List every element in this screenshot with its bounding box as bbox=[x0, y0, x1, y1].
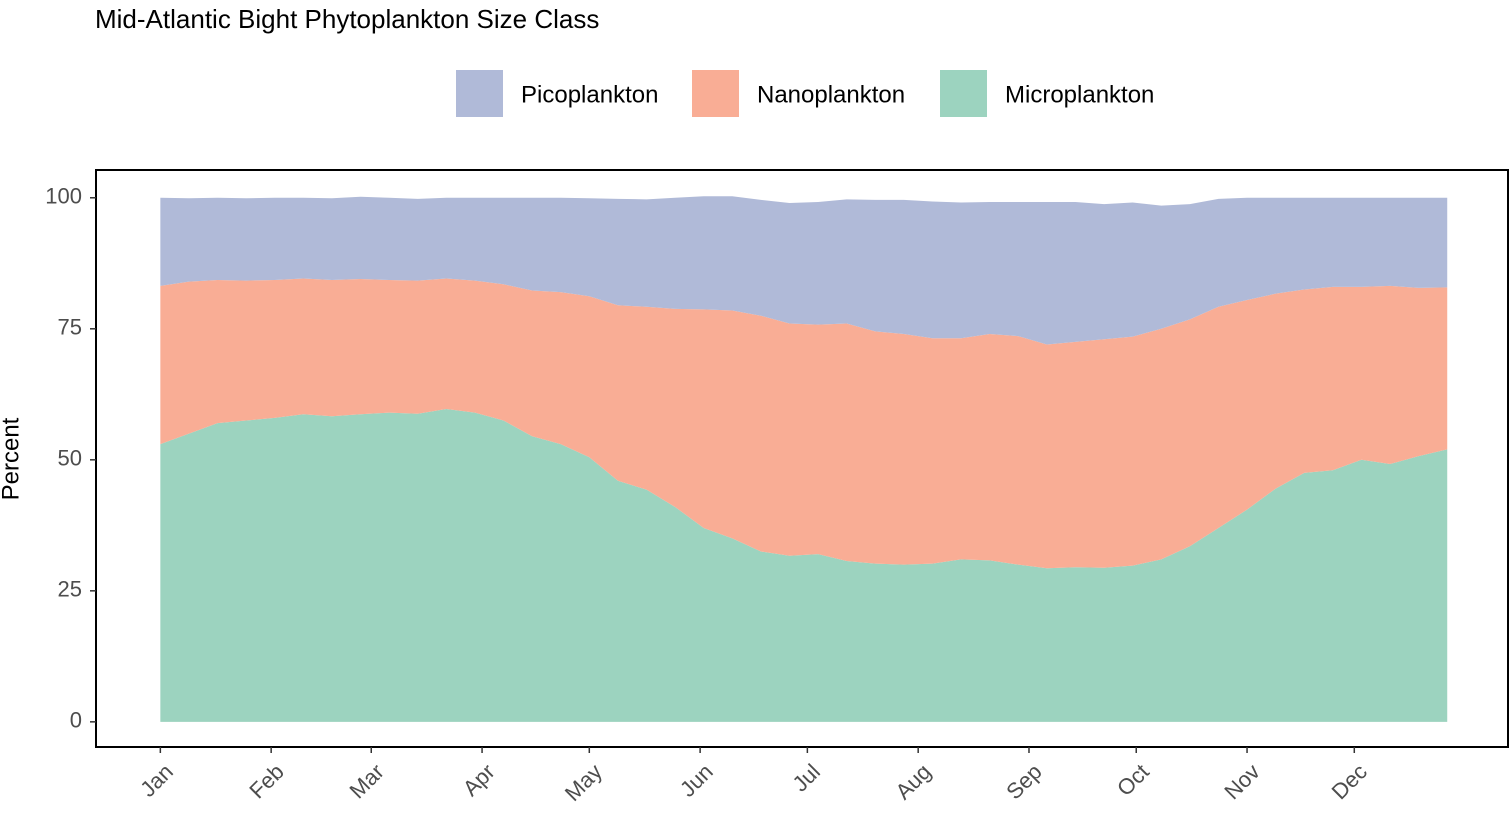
x-tick-label: Jun bbox=[675, 759, 718, 802]
y-tick-label: 50 bbox=[58, 446, 82, 471]
y-tick-label: 100 bbox=[45, 184, 82, 209]
x-tick-label: May bbox=[560, 759, 607, 806]
x-tick-label: Apr bbox=[458, 759, 500, 801]
x-tick-label: Dec bbox=[1327, 759, 1372, 804]
legend-swatch bbox=[456, 70, 503, 117]
y-tick-label: 75 bbox=[58, 315, 82, 340]
x-tick-label: Mar bbox=[344, 759, 388, 803]
legend-swatch bbox=[692, 70, 739, 117]
x-tick-label: Jul bbox=[787, 759, 825, 797]
chart-title: Mid-Atlantic Bight Phytoplankton Size Cl… bbox=[95, 4, 599, 34]
legend-label: Nanoplankton bbox=[757, 81, 905, 108]
y-axis-title: Percent bbox=[0, 417, 24, 500]
x-tick-label: Aug bbox=[890, 759, 935, 804]
x-tick-label: Nov bbox=[1219, 759, 1264, 804]
area bbox=[160, 408, 1448, 722]
x-tick-label: Sep bbox=[1001, 759, 1046, 804]
x-tick-label: Feb bbox=[244, 759, 288, 803]
y-tick-label: 0 bbox=[70, 708, 82, 733]
plot-border bbox=[95, 169, 1509, 748]
area bbox=[160, 196, 1448, 345]
legend-label: Picoplankton bbox=[521, 81, 658, 108]
legend-label: Microplankton bbox=[1005, 81, 1154, 108]
legend-swatch bbox=[940, 70, 987, 117]
x-tick-label: Oct bbox=[1112, 759, 1154, 801]
x-tick-label: Jan bbox=[135, 759, 178, 802]
area bbox=[160, 278, 1448, 569]
y-tick-label: 25 bbox=[58, 577, 82, 602]
